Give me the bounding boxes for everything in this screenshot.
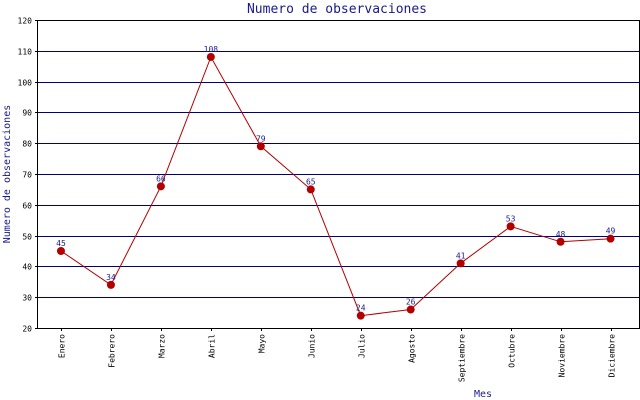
data-point [106, 280, 115, 289]
data-point [406, 305, 415, 314]
x-tick-label: Enero [58, 334, 67, 358]
y-tick-label: 90 [22, 109, 32, 118]
data-point [356, 311, 365, 320]
x-tick-label: Junio [308, 334, 317, 358]
y-tick-label: 120 [18, 17, 33, 26]
data-point [56, 247, 65, 255]
y-tick-label: 110 [18, 48, 33, 57]
x-tick-label: Marzo [158, 334, 167, 358]
y-axis-ticks: 20 30 40 50 60 70 80 90 100 110 120 [18, 17, 38, 334]
x-tick-label: Septiembre [458, 334, 467, 382]
y-axis-title: Numero de observaciones [2, 105, 13, 243]
data-point [456, 259, 465, 268]
y-tick-label: 100 [18, 79, 33, 88]
data-labels: 45 34 66 108 79 65 24 26 41 53 48 49 [56, 45, 615, 313]
data-point [606, 234, 615, 243]
x-tick-label: Abril [208, 334, 217, 358]
x-axis-title: Mes [474, 389, 492, 400]
data-label: 34 [106, 273, 116, 282]
data-points [56, 52, 615, 320]
data-point [256, 142, 265, 151]
x-tick-label: Noviembre [558, 334, 567, 378]
series-line-path [60, 55, 611, 317]
y-tick-label: 60 [22, 202, 32, 211]
y-tick-label: 30 [22, 294, 32, 303]
x-tick-label: Diciembre [608, 334, 617, 378]
y-tick-label: 20 [22, 325, 32, 334]
series-line [60, 55, 611, 317]
data-label: 24 [356, 304, 366, 313]
data-point [206, 52, 215, 61]
y-tick-label: 50 [22, 233, 32, 242]
gridlines [38, 51, 640, 298]
data-label: 49 [606, 227, 616, 236]
chart-title: Numero de observaciones [247, 2, 427, 17]
data-label: 79 [256, 134, 266, 143]
data-label: 108 [204, 45, 219, 54]
x-tick-label: Julio [358, 334, 367, 358]
data-point [156, 182, 165, 191]
x-tick-label: Agosto [408, 334, 417, 363]
x-tick-label: Mayo [258, 334, 267, 353]
y-tick-label: 80 [22, 140, 32, 149]
y-tick-label: 40 [22, 263, 32, 272]
data-label: 48 [556, 230, 566, 239]
data-label: 26 [406, 298, 416, 307]
y-tick-label: 70 [22, 171, 32, 180]
x-axis-ticks: Enero Febrero Marzo Abril Mayo Junio Julio Agos… [58, 328, 617, 382]
data-label: 66 [156, 174, 166, 183]
data-point [556, 237, 565, 246]
data-label: 53 [506, 214, 516, 223]
data-label: 41 [456, 251, 466, 260]
x-tick-label: Octubre [508, 334, 517, 368]
data-point [506, 222, 515, 231]
data-label: 45 [56, 239, 66, 248]
data-point [306, 185, 315, 194]
data-label: 65 [306, 177, 316, 186]
x-tick-label: Febrero [108, 334, 117, 368]
